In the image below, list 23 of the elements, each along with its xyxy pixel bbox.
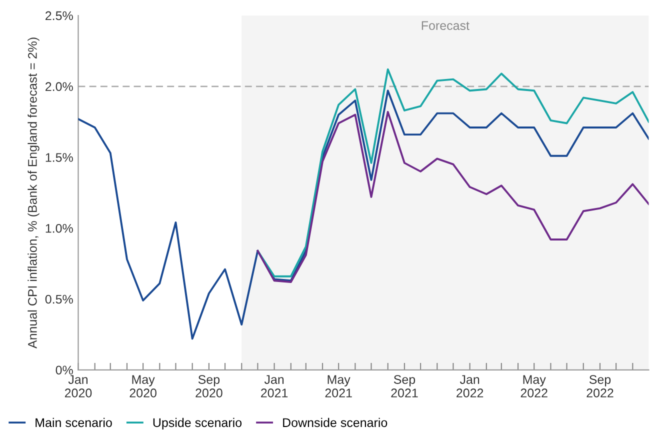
x-tick-label: May 2022 xyxy=(520,375,548,398)
legend-label: Main scenario xyxy=(36,418,112,428)
x-tick-label: Sep 2021 xyxy=(391,375,418,398)
x-tick-label: Jan 2022 xyxy=(456,375,484,398)
y-axis-title: Annual CPI inflation, % (Bank of England forecast = 2%) xyxy=(28,38,40,348)
x-tick-label: Sep 2020 xyxy=(196,375,222,398)
legend-label: Upside scenario xyxy=(153,418,242,430)
y-tick-label: 0.5% xyxy=(45,294,73,304)
x-tick-label: Sep 2022 xyxy=(586,375,614,398)
line-series xyxy=(256,110,649,283)
x-tick-label: May 2020 xyxy=(130,375,156,398)
x-tick-label: May 2021 xyxy=(325,375,352,398)
y-tick-label: 1.0% xyxy=(46,224,73,233)
y-tick-label: 2.0% xyxy=(46,82,73,92)
y-tick-label: 1.5% xyxy=(46,153,73,162)
line-series xyxy=(256,68,649,278)
y-tick-label: 0% xyxy=(56,366,73,375)
legend-label: Downside scenario xyxy=(283,418,388,428)
x-tick-label: Jan 2021 xyxy=(261,375,288,398)
y-tick-label: 2.5% xyxy=(46,11,73,20)
band-label: Forecast xyxy=(422,21,470,30)
line-series xyxy=(78,90,649,340)
x-tick-label: Jan 2020 xyxy=(64,375,92,398)
